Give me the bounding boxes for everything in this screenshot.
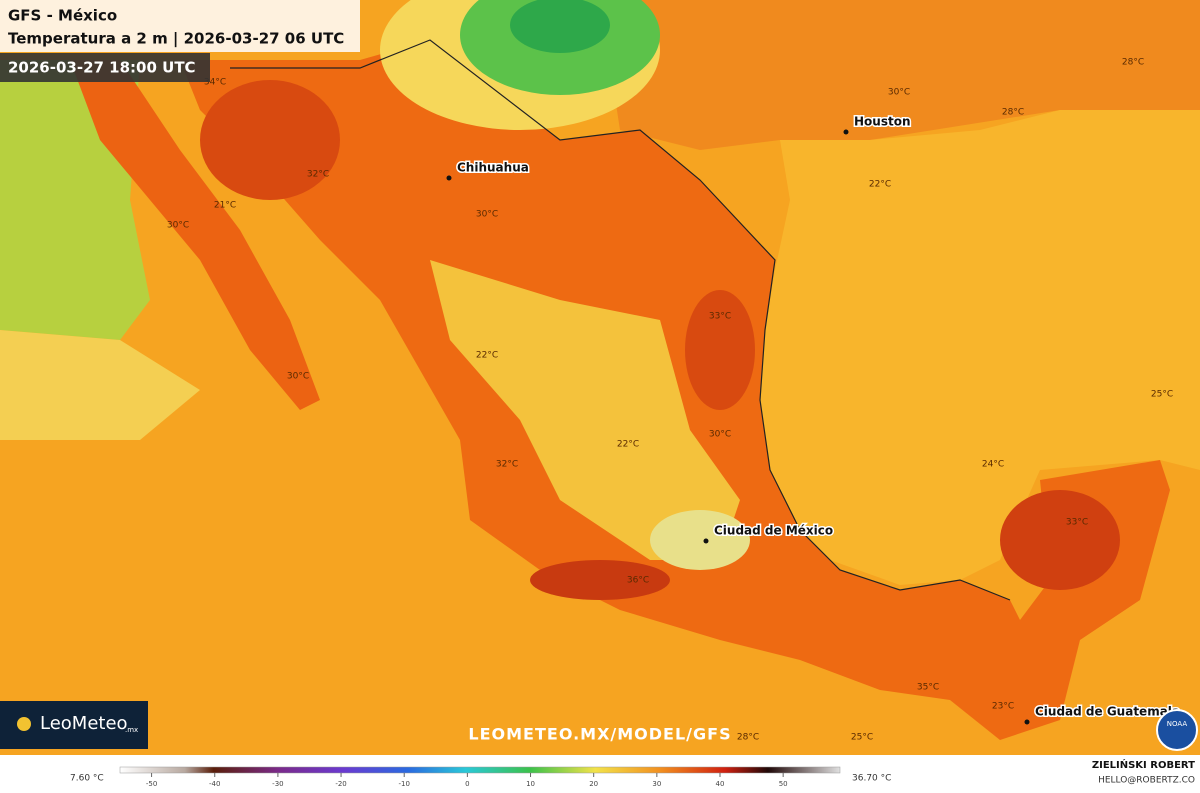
title: GFS - México <box>8 7 117 25</box>
city-dot <box>703 538 709 544</box>
logo: LeoMeteo .mx <box>0 701 148 749</box>
temperature-label: 30°C <box>287 372 309 382</box>
colorbar-tick-label: -30 <box>272 780 283 788</box>
watermark: LEOMETEO.MX/MODEL/GFS <box>468 725 731 744</box>
colorbar-tick-label: -50 <box>146 780 157 788</box>
temperature-label: 33°C <box>1066 518 1088 528</box>
temperature-label: 30°C <box>709 430 731 440</box>
temperature-label: 33°C <box>709 312 731 322</box>
noaa-badge: NOAA <box>1156 709 1198 751</box>
temperature-label: 32°C <box>496 460 518 470</box>
temperature-label: 28°C <box>737 733 759 743</box>
city-label: Ciudad de Guatemala <box>1035 705 1180 719</box>
city-dot <box>446 175 452 181</box>
temperature-label: 35°C <box>917 683 939 693</box>
logo-text: LeoMeteo <box>40 713 128 734</box>
colorbar-gradient <box>119 766 841 774</box>
subtitle: Temperatura a 2 m | 2026-03-27 06 UTC <box>8 30 344 49</box>
temperature-label: 34°C <box>204 78 226 88</box>
temperature-label: 22°C <box>869 180 891 190</box>
temperature-label: 30°C <box>476 210 498 220</box>
colorbar-tick-label: 20 <box>589 780 598 788</box>
temperature-label: 28°C <box>1002 108 1024 118</box>
colorbar-tick-label: -40 <box>209 780 220 788</box>
city-label: Ciudad de México <box>714 524 833 538</box>
colorbar-tick-label: -20 <box>335 780 346 788</box>
temperature-label: 21°C <box>214 201 236 211</box>
temperature-label: 25°C <box>851 733 873 743</box>
colorbar: -50 -40 -30 -20 -10 0 10 20 30 40 50 <box>119 766 841 788</box>
colorbar-max: 36.70 °C <box>852 774 891 784</box>
temperature-label: 25°C <box>1151 390 1173 400</box>
city-dot <box>843 129 849 135</box>
temperature-label: 28°C <box>1122 58 1144 68</box>
colorbar-tick-label: 30 <box>652 780 661 788</box>
temperature-label: 32°C <box>307 170 329 180</box>
colorbar-tick-label: 0 <box>465 780 469 788</box>
valid-time-box <box>0 53 210 82</box>
city-label: Houston <box>854 115 911 129</box>
header-box <box>0 0 360 52</box>
colorbar-min: 7.60 °C <box>70 774 104 784</box>
colorbar-tick-label: 50 <box>779 780 788 788</box>
city-label: Chihuahua <box>457 161 529 175</box>
temperature-label: 22°C <box>476 351 498 361</box>
temperature-label: 22°C <box>617 440 639 450</box>
colorbar-tick-label: 10 <box>526 780 535 788</box>
temperature-label: 30°C <box>167 221 189 231</box>
map-background <box>0 0 1200 755</box>
credit-name: ZIELIŃSKI ROBERT <box>1092 758 1195 771</box>
logo-sun <box>17 717 31 731</box>
temperature-label: 30°C <box>888 88 910 98</box>
valid-time: 2026-03-27 18:00 UTC <box>8 59 196 77</box>
badge-text: NOAA <box>1167 720 1188 728</box>
temperature-label: 23°C <box>992 702 1014 712</box>
temperature-label: 36°C <box>627 576 649 586</box>
temperature-label: 24°C <box>982 460 1004 470</box>
colorbar-tick-label: 40 <box>716 780 725 788</box>
credit-email: HELLO@ROBERTZ.CO <box>1098 776 1195 786</box>
colorbar-tick-label: -10 <box>398 780 409 788</box>
map-labels: 34°C 32°C 21°C 30°C 30°C 22°C 30°C 33°C 22°C 30°C… <box>167 58 1182 743</box>
city-dot <box>1024 719 1030 725</box>
logo-suffix: .mx <box>125 726 138 734</box>
header: GFS - México Temperatura a 2 m | 2026-03… <box>0 0 360 82</box>
